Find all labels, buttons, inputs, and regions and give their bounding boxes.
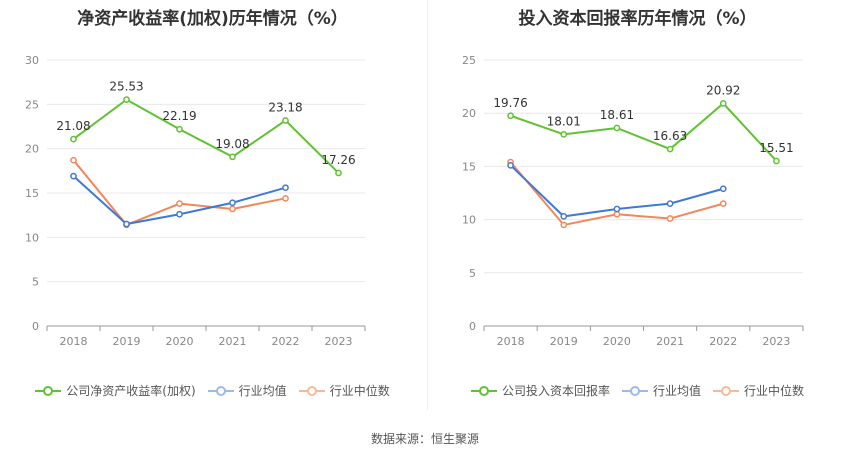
data-label: 19.76 [493, 96, 527, 110]
chart-title: 投入资本回报率历年情况（%） [518, 9, 757, 29]
data-point [176, 210, 183, 218]
data-point [123, 220, 130, 228]
legend-line-icon [207, 385, 234, 396]
data-point [773, 157, 780, 165]
data-point [70, 135, 77, 143]
x-tick-label: 2020 [603, 335, 631, 348]
data-point [507, 112, 514, 120]
data-label: 20.92 [706, 83, 740, 97]
roic-line-chart: 0 5 10 15 20 25 2018 2019 2020 2021 2022 2023 19.76 1… [462, 54, 804, 348]
data-point [613, 210, 621, 218]
legend-line-icon [713, 385, 739, 396]
data-point [613, 124, 621, 132]
legend-label: 行业均值 [652, 384, 701, 398]
x-tick-label: 2019 [113, 335, 141, 348]
x-tick-label: 2021 [219, 335, 247, 348]
chart-title: 净资产收益率(加权)历年情况（%） [77, 9, 348, 29]
y-tick-label: 0 [32, 320, 39, 333]
legend-label: 行业中位数 [329, 384, 390, 398]
data-point [176, 200, 183, 207]
legend-item-industry-median[interactable]: 行业中位数 [713, 382, 804, 399]
legend-label: 公司投入资本回报率 [501, 384, 610, 398]
data-point [719, 185, 727, 193]
data-point [719, 100, 727, 107]
data-point [507, 161, 514, 169]
roic-chart-panel: 投入资本回报率历年情况（%） 0 5 10 15 20 25 2018 2019 2020 202… [425, 0, 850, 410]
y-tick-label: 20 [25, 143, 39, 156]
legend-line-icon [298, 385, 325, 396]
data-source: 数据来源：恒生聚源 [370, 432, 479, 446]
series-line-company [72, 98, 340, 174]
data-label: 17.26 [321, 153, 355, 167]
x-tick-label: 2022 [272, 335, 300, 348]
legend-line-icon [35, 385, 62, 396]
data-point [335, 169, 342, 177]
y-tick-label: 0 [469, 320, 476, 333]
x-tick-label: 2022 [709, 335, 737, 348]
legend-item-industry-avg[interactable]: 行业均值 [621, 382, 701, 399]
legend-label: 行业均值 [238, 384, 287, 398]
data-point [123, 96, 130, 103]
data-point [282, 117, 289, 124]
panel-divider [427, 0, 428, 410]
y-tick-label: 10 [25, 231, 39, 244]
legend-line-icon [470, 385, 497, 396]
data-point [560, 131, 568, 138]
x-tick-label: 2018 [497, 335, 525, 348]
data-point [282, 184, 289, 192]
data-label: 23.18 [268, 100, 302, 114]
legend-item-industry-median[interactable]: 行业中位数 [298, 382, 390, 399]
data-point [719, 200, 727, 207]
data-point [666, 200, 674, 207]
data-point [560, 213, 568, 220]
legend-item-industry-avg[interactable]: 行业均值 [207, 382, 287, 399]
x-tick-label: 2023 [762, 335, 790, 348]
x-tick-label: 2018 [60, 335, 88, 348]
y-tick-label: 15 [462, 160, 476, 173]
legend-line-icon [621, 385, 648, 396]
y-tick-label: 25 [462, 54, 476, 67]
roe-chart-panel: 净资产收益率(加权)历年情况（%） 0 5 10 15 20 25 30 2018 2019 20… [0, 0, 425, 410]
legend: 公司投入资本回报率 行业均值 行业中位数 [425, 382, 850, 399]
legend: 公司净资产收益率(加权) 行业均值 行业中位数 [0, 382, 425, 399]
y-tick-label: 10 [462, 214, 476, 227]
y-tick-label: 25 [25, 98, 39, 111]
data-point [666, 215, 674, 222]
data-label: 21.08 [56, 119, 90, 133]
series-line-company [510, 102, 778, 162]
y-tick-label: 15 [25, 187, 39, 200]
data-point [229, 199, 236, 207]
legend-label: 公司净资产收益率(加权) [66, 384, 196, 398]
data-point [666, 145, 674, 153]
data-point [282, 194, 289, 202]
data-point [229, 205, 236, 213]
data-point [176, 125, 183, 133]
x-tick-label: 2023 [325, 335, 353, 348]
y-tick-label: 5 [469, 267, 476, 280]
data-label: 19.08 [215, 137, 249, 151]
data-label: 15.51 [759, 141, 793, 155]
legend-label: 行业中位数 [744, 384, 805, 398]
data-label: 22.19 [162, 109, 196, 123]
legend-item-company[interactable]: 公司投入资本回报率 [470, 382, 610, 399]
data-label: 25.53 [109, 80, 143, 94]
data-label: 18.01 [547, 114, 581, 128]
data-label: 18.61 [600, 108, 634, 122]
y-tick-label: 20 [462, 107, 476, 120]
x-tick-label: 2021 [656, 335, 684, 348]
x-tick-label: 2019 [550, 335, 578, 348]
data-point [70, 172, 77, 180]
data-label: 16.63 [653, 129, 687, 143]
y-tick-label: 5 [32, 276, 39, 289]
data-point [560, 221, 568, 229]
y-tick-label: 30 [25, 54, 39, 67]
x-tick-label: 2020 [166, 335, 194, 348]
data-point [613, 205, 621, 213]
data-point [229, 153, 236, 161]
data-point [70, 156, 77, 164]
roe-line-chart: 0 5 10 15 20 25 30 2018 2019 2020 2021 2022 2023 21.0… [25, 54, 366, 348]
legend-item-company[interactable]: 公司净资产收益率(加权) [35, 382, 196, 399]
